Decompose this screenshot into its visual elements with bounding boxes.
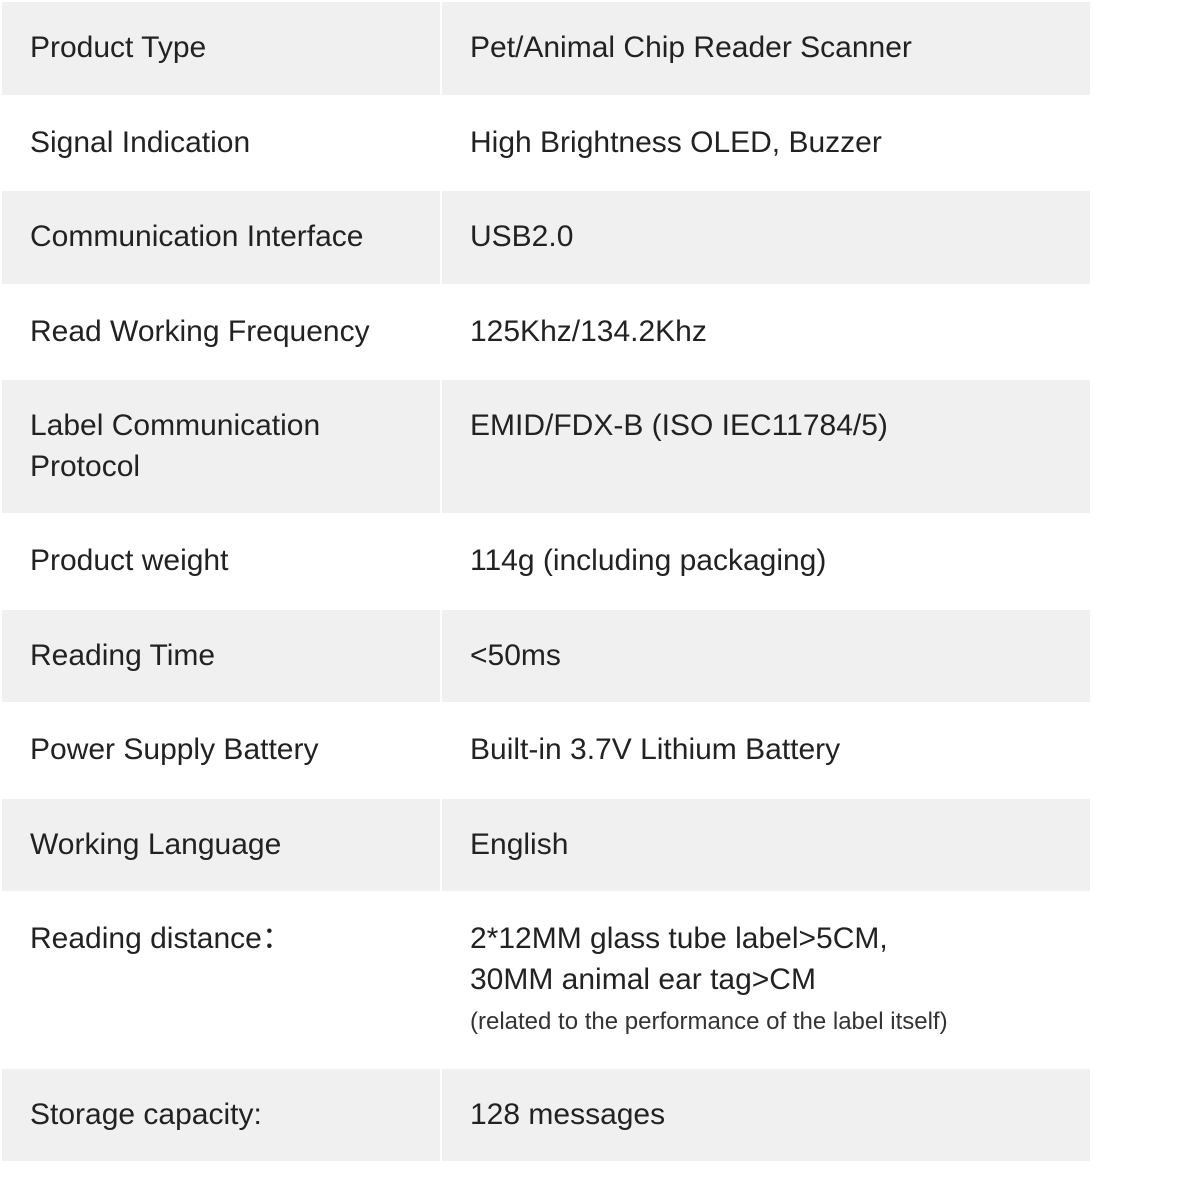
table-row: Product weight 114g (including packaging… [1, 514, 1091, 609]
row-label: Signal Indication [1, 96, 441, 191]
row-label: Power Supply Battery [1, 703, 441, 798]
row-value: 125Khz/134.2Khz [441, 285, 1091, 380]
reading-distance-line2: 30MM animal ear tag>CM [470, 963, 816, 996]
row-label: Product weight [1, 514, 441, 609]
row-value: EMID/FDX-B (ISO IEC11784/5) [441, 379, 1091, 514]
row-value: 2*12MM glass tube label>5CM, 30MM animal… [441, 892, 1091, 1068]
table-row: Label Communication Protocol EMID/FDX-B … [1, 379, 1091, 514]
table-row: Signal Indication High Brightness OLED, … [1, 96, 1091, 191]
row-value: 128 messages [441, 1068, 1091, 1163]
table-row: Read Working Frequency 125Khz/134.2Khz [1, 285, 1091, 380]
row-value: USB2.0 [441, 190, 1091, 285]
table-row: Working Language English [1, 798, 1091, 893]
row-label: Communication Interface [1, 190, 441, 285]
row-label: Storage capacity: [1, 1068, 441, 1163]
table-row: Power Supply Battery Built-in 3.7V Lithi… [1, 703, 1091, 798]
table-row: Product Type Pet/Animal Chip Reader Scan… [1, 1, 1091, 96]
row-label: Reading Time [1, 609, 441, 704]
reading-distance-sub: (related to the performance of the label… [470, 1008, 948, 1035]
row-label: Label Communication Protocol [1, 379, 441, 514]
row-value: <50ms [441, 609, 1091, 704]
row-label: Working Language [1, 798, 441, 893]
reading-distance-line1: 2*12MM glass tube label>5CM, [470, 922, 888, 955]
row-value: English [441, 798, 1091, 893]
row-value: High Brightness OLED, Buzzer [441, 96, 1091, 191]
row-label: Product Type [1, 1, 441, 96]
row-value: Built-in 3.7V Lithium Battery [441, 703, 1091, 798]
spec-table: Product Type Pet/Animal Chip Reader Scan… [0, 0, 1092, 1163]
row-label: Read Working Frequency [1, 285, 441, 380]
row-label: Reading distance： [1, 892, 441, 1068]
spec-table-container: Product Type Pet/Animal Chip Reader Scan… [0, 0, 1090, 1163]
table-row: Storage capacity: 128 messages [1, 1068, 1091, 1163]
row-value: Pet/Animal Chip Reader Scanner [441, 1, 1091, 96]
row-value: 114g (including packaging) [441, 514, 1091, 609]
table-row: Communication Interface USB2.0 [1, 190, 1091, 285]
table-row: Reading distance： 2*12MM glass tube labe… [1, 892, 1091, 1068]
table-row: Reading Time <50ms [1, 609, 1091, 704]
